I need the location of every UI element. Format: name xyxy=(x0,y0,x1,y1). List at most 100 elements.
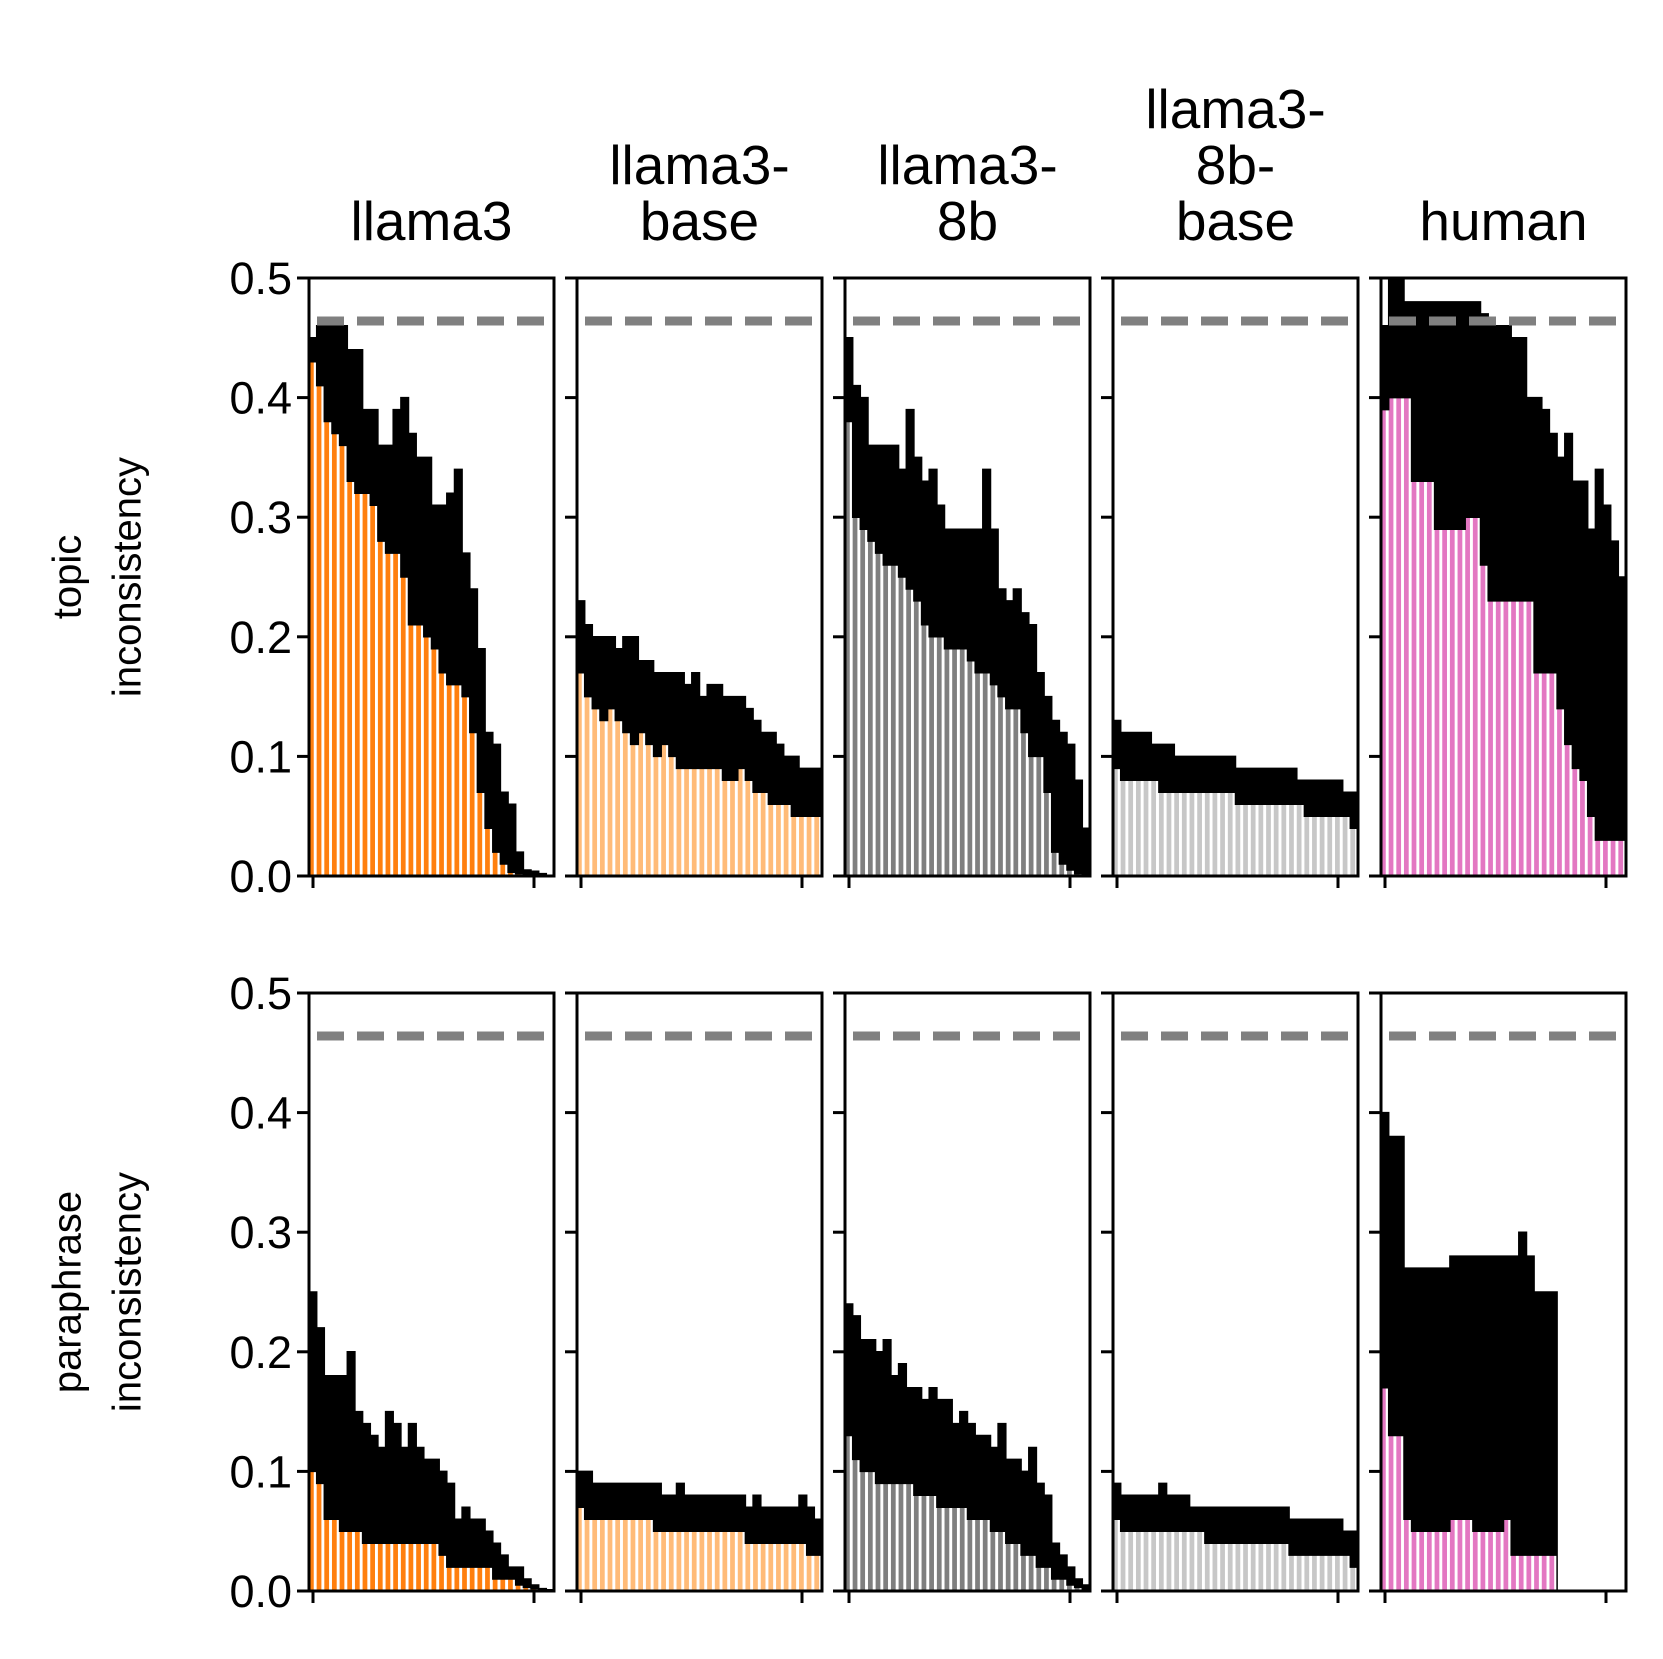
bar-topic-llama3 xyxy=(477,792,483,876)
bar-paraphrase-llama3-8b xyxy=(975,1519,980,1591)
bar-paraphrase-llama3-8b-base xyxy=(1335,1555,1340,1591)
bar-topic-llama3-8b-base xyxy=(1204,792,1210,876)
bar-paraphrase-llama3 xyxy=(354,1531,360,1591)
bar-topic-llama3-8b-base xyxy=(1113,768,1118,876)
bar-topic-human xyxy=(1457,517,1463,876)
bar-topic-llama3-base xyxy=(676,768,682,876)
bar-paraphrase-llama3 xyxy=(485,1567,490,1591)
y-axis-label-paraphrase: paraphrase xyxy=(46,1191,90,1393)
bar-topic-llama3-base xyxy=(760,792,766,876)
bar-topic-llama3-8b-base xyxy=(1174,792,1179,876)
bar-paraphrase-llama3-8b xyxy=(1021,1555,1026,1591)
bar-paraphrase-human xyxy=(1472,1531,1478,1591)
bar-topic-llama3-8b xyxy=(1044,792,1049,876)
bar-paraphrase-llama3-8b xyxy=(1013,1543,1019,1591)
bar-topic-human xyxy=(1388,397,1394,876)
bar-topic-llama3-base xyxy=(806,816,812,876)
bar-topic-llama3-8b xyxy=(883,565,889,876)
bar-paraphrase-llama3-8b-base xyxy=(1227,1543,1233,1591)
y-tick-label-topic: 0.4 xyxy=(229,373,292,424)
bar-paraphrase-llama3 xyxy=(400,1543,406,1591)
bar-topic-llama3 xyxy=(309,361,314,877)
bar-topic-human xyxy=(1396,385,1402,876)
bar-topic-llama3-8b-base xyxy=(1158,792,1164,876)
y-tick-label-paraphrase: 0.0 xyxy=(229,1566,292,1617)
bar-paraphrase-llama3-8b xyxy=(990,1531,996,1591)
bar-paraphrase-llama3 xyxy=(370,1531,375,1591)
bar-paraphrase-llama3 xyxy=(439,1555,444,1591)
bar-paraphrase-llama3-base xyxy=(653,1531,659,1591)
y-tick-label-topic: 0.5 xyxy=(229,253,292,304)
bar-topic-llama3-base xyxy=(814,816,820,876)
bar-topic-llama3-8b-base xyxy=(1120,780,1126,876)
bar-paraphrase-llama3-base xyxy=(661,1531,666,1591)
bar-paraphrase-llama3 xyxy=(416,1543,421,1591)
bar-paraphrase-llama3-8b-base xyxy=(1243,1543,1248,1591)
bar-topic-llama3-8b xyxy=(1013,708,1019,876)
bar-paraphrase-llama3 xyxy=(454,1567,460,1591)
bar-paraphrase-llama3 xyxy=(385,1543,391,1591)
bar-paraphrase-llama3-8b-base xyxy=(1143,1531,1149,1591)
bar-paraphrase-llama3-base xyxy=(753,1543,758,1591)
bar-topic-llama3 xyxy=(500,864,506,876)
bar-topic-human xyxy=(1511,600,1516,876)
bar-topic-llama3 xyxy=(408,624,414,876)
bar-topic-llama3 xyxy=(354,493,360,876)
bar-topic-llama3-8b xyxy=(1005,708,1011,876)
bar-paraphrase-llama3-base xyxy=(745,1543,751,1591)
bar-topic-llama3 xyxy=(485,828,490,876)
bar-paraphrase-llama3-8b-base xyxy=(1174,1531,1179,1591)
bar-topic-human xyxy=(1465,517,1470,876)
bar-paraphrase-llama3-base xyxy=(722,1531,728,1591)
y-tick-label-paraphrase: 0.1 xyxy=(229,1446,292,1497)
bar-paraphrase-human xyxy=(1511,1555,1516,1591)
bar-topic-llama3-8b xyxy=(1051,852,1057,876)
bar-topic-llama3-8b xyxy=(921,624,927,876)
bar-topic-llama3 xyxy=(316,385,322,876)
bar-paraphrase-llama3-8b-base xyxy=(1135,1531,1141,1591)
bar-paraphrase-llama3-base xyxy=(615,1519,621,1591)
bar-topic-llama3-8b xyxy=(913,600,919,876)
bar-paraphrase-human xyxy=(1403,1519,1409,1591)
bar-topic-llama3-8b xyxy=(967,660,973,876)
bar-topic-llama3-base xyxy=(707,768,712,876)
bar-topic-llama3-base xyxy=(584,696,590,876)
bar-paraphrase-llama3-base xyxy=(645,1519,651,1591)
bar-paraphrase-llama3-base xyxy=(684,1531,689,1591)
bar-topic-llama3-8b xyxy=(1028,756,1034,876)
bar-paraphrase-llama3 xyxy=(523,1587,529,1591)
bar-topic-llama3-8b-base xyxy=(1227,792,1233,876)
bar-topic-human xyxy=(1526,600,1532,876)
bar-paraphrase-llama3 xyxy=(477,1567,483,1591)
y-tick-label-topic: 0.2 xyxy=(229,612,292,663)
bar-topic-human xyxy=(1518,600,1524,876)
bar-paraphrase-human xyxy=(1396,1435,1402,1591)
bar-paraphrase-llama3-base xyxy=(768,1543,774,1591)
bar-paraphrase-llama3 xyxy=(431,1543,437,1591)
bar-topic-llama3-base xyxy=(668,756,674,876)
bar-paraphrase-llama3 xyxy=(423,1543,429,1591)
bar-paraphrase-llama3-8b xyxy=(1067,1585,1072,1591)
bar-topic-llama3-base xyxy=(653,756,659,876)
bar-topic-llama3-8b-base xyxy=(1273,804,1279,876)
bar-topic-llama3 xyxy=(416,624,421,876)
bar-paraphrase-llama3-8b xyxy=(867,1471,873,1591)
bar-paraphrase-llama3-8b-base xyxy=(1319,1555,1325,1591)
bar-topic-llama3 xyxy=(331,433,337,876)
bar-paraphrase-llama3 xyxy=(515,1585,521,1591)
bar-topic-human xyxy=(1442,517,1447,876)
bar-paraphrase-llama3-base xyxy=(668,1531,674,1591)
y-tick-label-paraphrase: 0.3 xyxy=(229,1207,292,1258)
bar-topic-llama3-8b-base xyxy=(1181,792,1187,876)
panel-frame-topic-llama3-8b xyxy=(843,276,1092,878)
bar-paraphrase-llama3-base xyxy=(638,1519,643,1591)
bar-paraphrase-llama3-base xyxy=(791,1543,797,1591)
bar-paraphrase-llama3-8b xyxy=(982,1519,988,1591)
bar-paraphrase-llama3 xyxy=(309,1471,314,1591)
bar-paraphrase-llama3-8b xyxy=(883,1483,889,1591)
bar-paraphrase-llama3-8b-base xyxy=(1250,1543,1256,1591)
column-title-llama3-base: base xyxy=(640,190,759,252)
bar-topic-human xyxy=(1403,385,1409,876)
bar-paraphrase-llama3-8b-base xyxy=(1204,1543,1210,1591)
bar-topic-llama3 xyxy=(439,672,444,876)
